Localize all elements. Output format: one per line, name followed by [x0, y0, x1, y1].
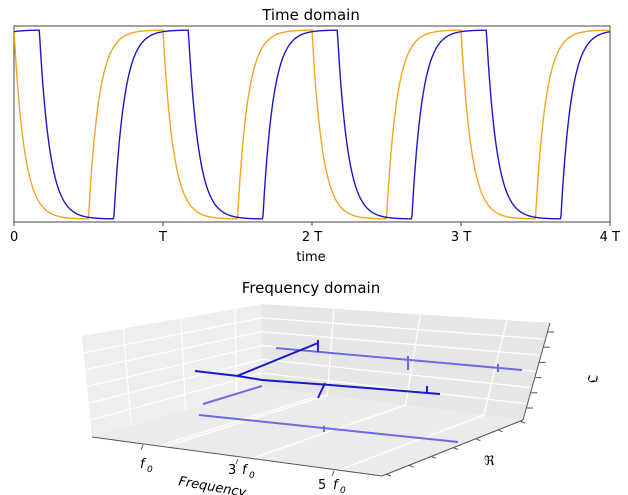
- grid-line-4: [90, 372, 263, 421]
- grid-line-2: [86, 344, 263, 388]
- 3f0-tick-label: 3 f 0: [228, 463, 255, 481]
- frequency-axis-label: Frequency: [177, 474, 247, 495]
- frequency-domain-chart: Frequency domain f 0 3: [82, 279, 599, 495]
- 5f0-label-num: 5: [318, 478, 326, 493]
- freq-tick-2: [331, 470, 335, 477]
- frequency-axis-edge: [91, 436, 383, 477]
- time-tick-label-0: 0: [10, 230, 18, 245]
- grid-line-0: [83, 317, 263, 354]
- 5f0-label-sub: 0: [340, 486, 346, 495]
- grid-line-21: [338, 414, 485, 471]
- 3f0-label-sub: 0: [249, 471, 255, 481]
- 3f0-label-num: 3: [228, 463, 236, 478]
- time-tick-label-3: 3 T: [451, 230, 471, 245]
- imag-axis-label: ℑ: [584, 374, 599, 383]
- grid-line-3: [88, 358, 263, 404]
- real-tick-4: [475, 438, 481, 442]
- f0-label-sub: 0: [147, 465, 153, 475]
- grid-line-5: [122, 328, 132, 426]
- 5f0-tick-label: 5 f 0: [318, 478, 346, 495]
- real-axis-edge: [381, 419, 524, 477]
- real-tick-0: [385, 473, 392, 477]
- real-axis-label: ℜ: [484, 454, 495, 469]
- freq-tick-0: [140, 444, 144, 451]
- floor-pane: [92, 387, 523, 476]
- spectrum-diag-2: [202, 385, 263, 405]
- 5f0-label-base: f: [333, 478, 340, 493]
- spectrum-line-front: [198, 414, 459, 443]
- grid-line-20: [251, 404, 406, 460]
- spectrum-tick-mid-1: [317, 382, 326, 399]
- real-tick-1: [408, 464, 414, 468]
- series-a-line: [14, 29, 610, 220]
- imag-axis-edge: [522, 322, 551, 421]
- spectrum-line-mid: [194, 370, 441, 395]
- spectrum-diag-1: [236, 342, 319, 377]
- time-tick-label-4: 4 T: [600, 230, 620, 245]
- frequency-domain-title: Frequency domain: [242, 279, 380, 297]
- grid-line-6: [180, 318, 187, 410]
- time-axis-ticks: 0 T 2 T 3 T 4 T: [10, 222, 620, 245]
- real-tick-6: [519, 420, 526, 424]
- back-wall-pane: [82, 304, 262, 437]
- grid-line-11: [261, 358, 533, 389]
- f0-tick-label: f 0: [140, 457, 153, 475]
- right-wall-pane: [262, 304, 550, 420]
- time-tick-label-1: T: [158, 230, 167, 245]
- time-domain-title: Time domain: [261, 6, 360, 24]
- f0-label-base: f: [140, 457, 147, 472]
- grid-line-1: [85, 331, 263, 371]
- real-tick-2: [430, 455, 436, 459]
- time-axis-label: time: [296, 250, 325, 265]
- spectrum-lines: [194, 340, 523, 443]
- grid-line-8: [261, 317, 546, 340]
- real-tick-3: [452, 447, 459, 450]
- grid-line-16: [164, 394, 328, 448]
- grid-line-12: [261, 372, 528, 405]
- time-domain-frame: [13, 25, 611, 223]
- time-domain-chart: Time domain 0 T 2 T 3 T 4 T time: [10, 6, 620, 265]
- real-tick-5: [497, 429, 503, 433]
- grid-line-9: [261, 331, 542, 356]
- 3f0-label-base: f: [242, 463, 249, 478]
- freq-tick-1: [235, 458, 239, 465]
- grid-line-7: [234, 308, 238, 395]
- series-b-line: [14, 29, 610, 220]
- time-tick-label-2: 2 T: [302, 230, 322, 245]
